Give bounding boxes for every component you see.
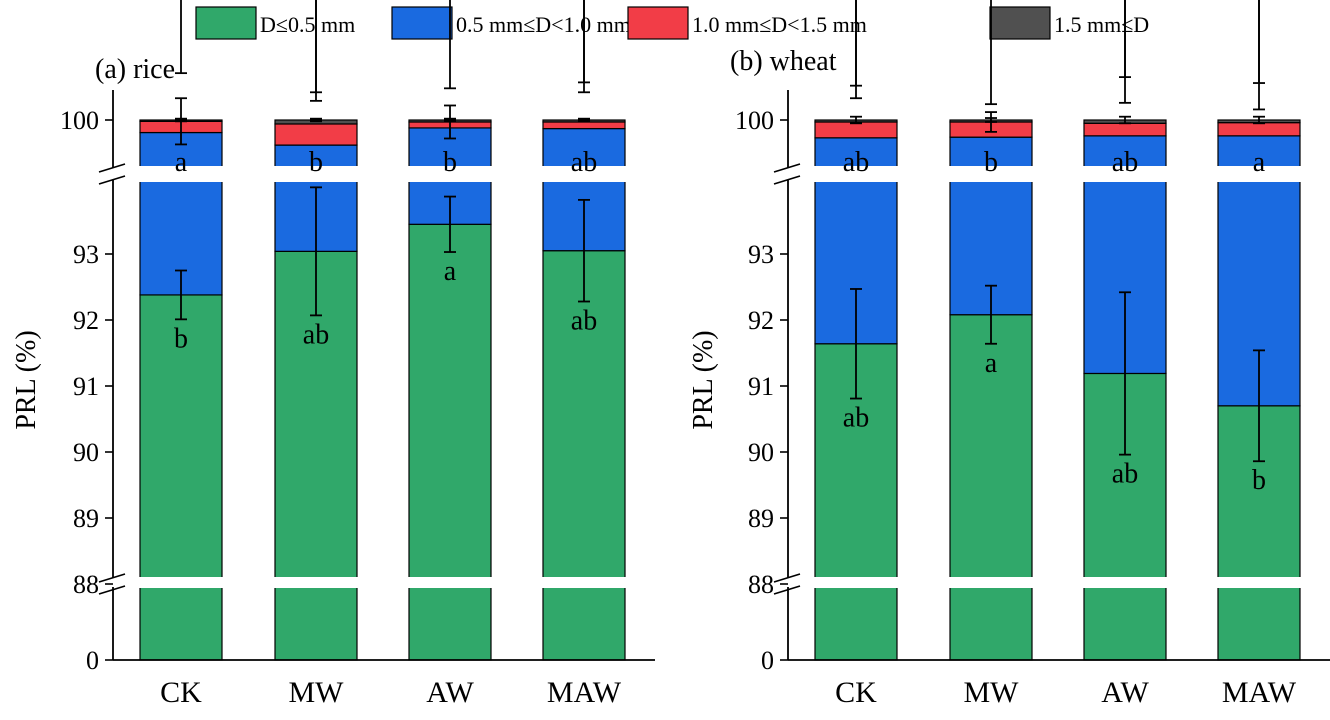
axis-break-gap [109,166,655,182]
bar-segment [139,294,223,661]
significance-label: a [1253,147,1266,178]
bar-segment [274,123,358,146]
axis-break-gap [110,168,116,180]
bar-segment [542,250,626,661]
legend-swatch [391,6,453,40]
legend-label: D≤0.5 mm [260,12,355,37]
y-tick-label: 90 [748,438,774,467]
legend-swatch [195,6,257,40]
y-tick-label: 100 [735,106,774,135]
y-axis-label: PRL (%) [688,330,719,429]
axis-break-mark [773,585,801,595]
significance-label: ab [843,147,869,178]
legend-swatch [989,6,1051,40]
axis-break-gap [785,168,791,180]
legend: D≤0.5 mm 0.5 mm≤D<1.0 mm 1.0 mm≤D<1.5 mm 1.… [195,6,1149,40]
y-tick-label: 93 [73,240,99,269]
axis-break-gap [110,578,116,587]
axis-break-mark [773,163,801,173]
bar-segment [274,250,358,661]
axis-break-gap [785,578,791,587]
axis-break-gap [109,577,655,588]
significance-label: ab [1112,147,1138,178]
category-label: CK [160,676,202,709]
panel-wheat: ababCKabMWababAWbaMAW0888990919293100(b)… [688,0,1330,709]
y-tick-label: 90 [73,438,99,467]
significance-label: b [984,147,998,178]
y-tick-label: 92 [73,306,99,335]
panel-rice: baCKabbMWabAWababMAW0888990919293100(a) … [11,0,655,709]
bar-segment [1083,122,1167,137]
category-label: AW [426,676,474,709]
significance-label: ab [1112,459,1138,490]
category-label: MW [964,676,1020,709]
axis-break-mark [98,573,126,583]
bar-segment [1217,122,1301,137]
axis-break-mark [773,573,801,583]
significance-label: ab [571,306,597,337]
axis-break-mark [98,163,126,173]
y-tick-label: 91 [73,372,99,401]
axis-break-gap [784,166,1330,182]
category-label: CK [835,676,877,709]
bar-segment [949,314,1033,661]
category-label: AW [1101,676,1149,709]
axis-break-gap [784,577,1330,588]
y-tick-label: 0 [86,646,99,675]
legend-label: 0.5 mm≤D<1.0 mm [456,12,631,37]
axis-break-mark [773,175,801,185]
category-label: MW [289,676,345,709]
y-tick-label: 91 [748,372,774,401]
bar-segment [408,223,492,661]
y-tick-label: 89 [748,504,774,533]
significance-label: ab [571,147,597,178]
bar-segment [814,121,898,139]
y-tick-label: 92 [748,306,774,335]
axis-break-mark [98,585,126,595]
significance-label: a [175,147,188,178]
category-label: MAW [547,676,622,709]
y-tick-label: 93 [748,240,774,269]
legend-label: 1.5 mm≤D [1054,12,1149,37]
panel-title: (a) rice [95,54,175,85]
y-tick-label: 100 [60,106,99,135]
significance-label: a [985,348,998,379]
y-tick-label: 88 [748,570,774,599]
significance-label: b [309,147,323,178]
y-tick-label: 89 [73,504,99,533]
axis-break-mark [98,175,126,185]
significance-label: b [1252,465,1266,496]
significance-label: ab [303,319,329,350]
category-label: MAW [1222,676,1297,709]
y-tick-label: 88 [73,570,99,599]
significance-label: a [444,256,457,287]
significance-label: ab [843,403,869,434]
significance-label: b [443,147,457,178]
y-axis-label: PRL (%) [11,330,42,429]
legend-swatch [627,6,689,40]
panel-title: (b) wheat [730,46,837,77]
bar-segment [139,131,223,296]
legend-label: 1.0 mm≤D<1.5 mm [692,12,867,37]
bar-segment [542,121,626,130]
y-tick-label: 0 [761,646,774,675]
significance-label: b [174,323,188,354]
